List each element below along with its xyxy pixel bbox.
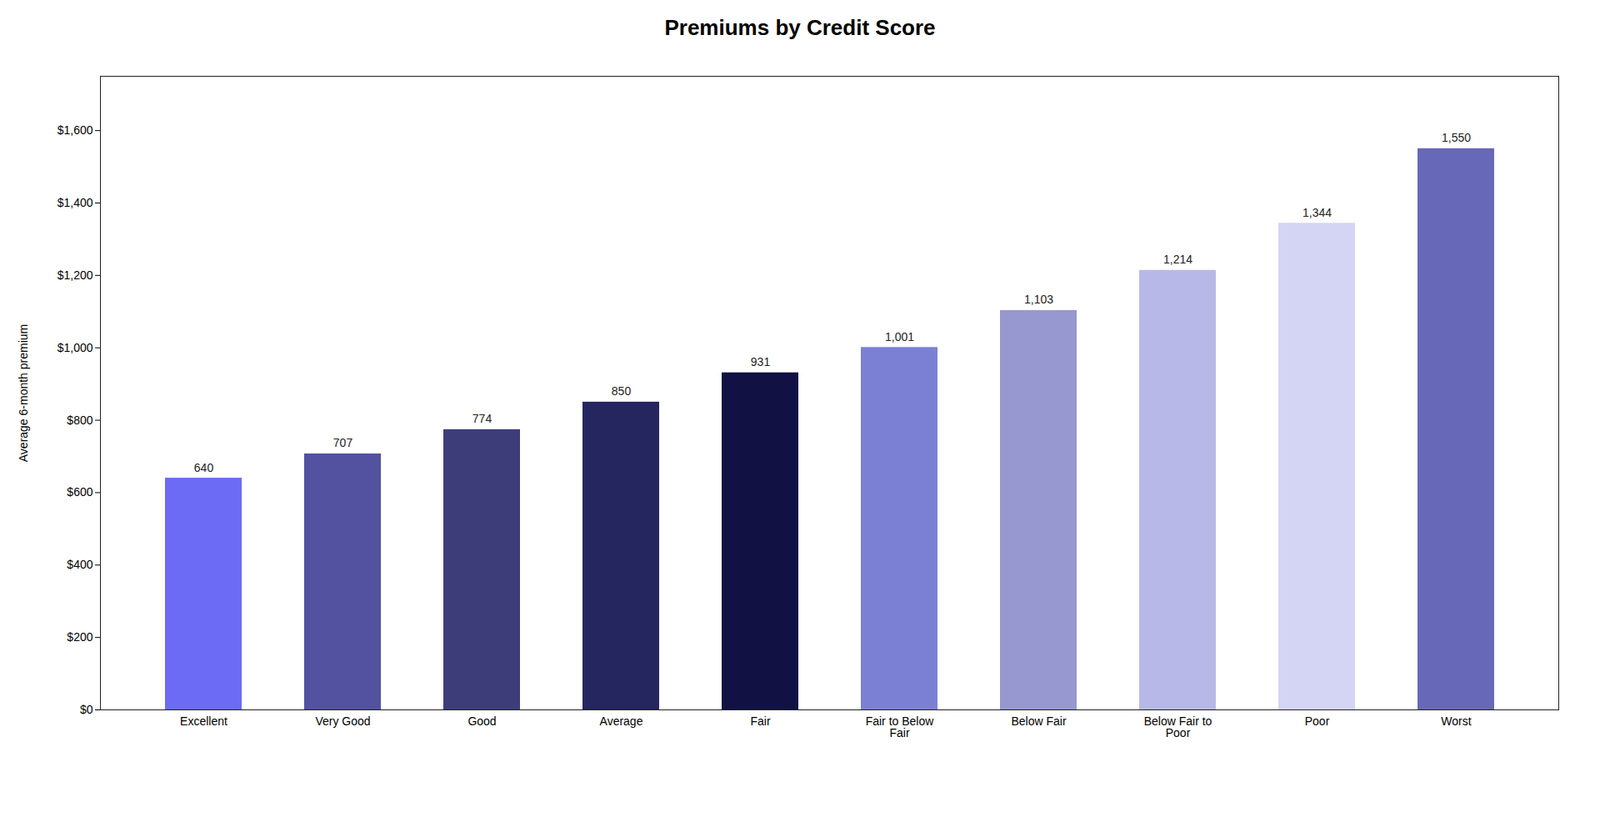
svg-text:774: 774 [472,411,493,425]
svg-text:Fair: Fair [750,714,770,728]
svg-text:Poor: Poor [1305,714,1330,728]
svg-text:850: 850 [611,384,632,398]
svg-text:707: 707 [333,435,354,450]
svg-text:Good: Good [467,714,496,728]
svg-text:Average: Average [600,714,644,728]
svg-text:$400: $400 [66,557,93,571]
svg-text:$800: $800 [66,413,93,427]
svg-text:1,550: 1,550 [1441,130,1471,145]
svg-text:Worst: Worst [1440,714,1471,728]
svg-text:Below Fair: Below Fair [1010,714,1066,728]
svg-text:Excellent: Excellent [180,714,228,728]
svg-text:$1,000: $1,000 [57,340,94,355]
svg-text:1,214: 1,214 [1163,252,1193,266]
svg-text:$1,200: $1,200 [57,268,94,282]
svg-text:1,103: 1,103 [1024,292,1054,306]
svg-text:$1,600: $1,600 [57,123,94,137]
svg-text:$600: $600 [66,485,93,499]
svg-text:$200: $200 [66,630,93,644]
svg-text:Average 6-month premium: Average 6-month premium [16,324,30,462]
svg-text:640: 640 [194,460,215,475]
svg-text:$0: $0 [80,702,94,716]
svg-text:Below Fair toPoor: Below Fair toPoor [1144,714,1213,740]
svg-text:1,344: 1,344 [1302,205,1332,220]
svg-text:$1,400: $1,400 [57,195,94,210]
svg-text:Fair to BelowFair: Fair to BelowFair [865,714,935,740]
html-text:Premiums by Credit Score: Premiums by Credit Score [664,15,936,40]
svg-text:Very Good: Very Good [315,714,370,728]
svg-text:1,001: 1,001 [885,330,915,344]
svg-text:931: 931 [750,355,771,369]
